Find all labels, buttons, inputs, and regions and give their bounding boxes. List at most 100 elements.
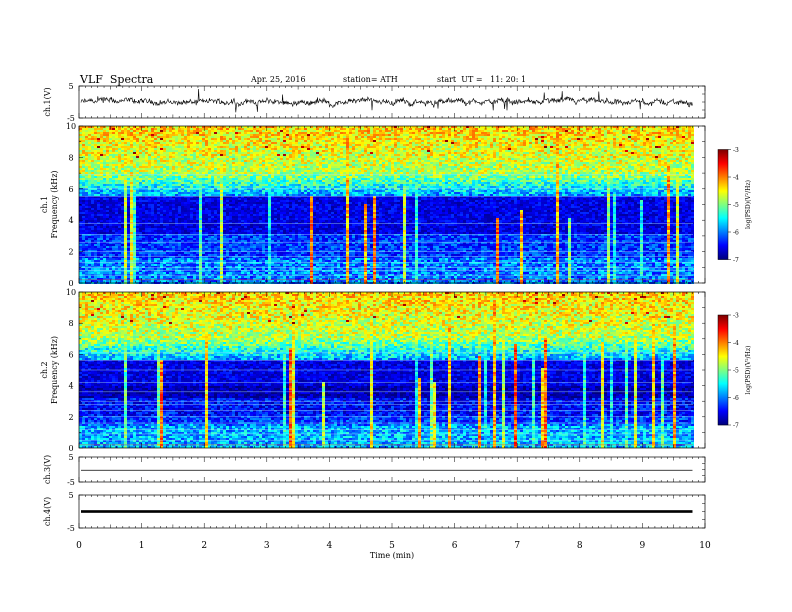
ch1-spectrogram-cell bbox=[244, 240, 247, 242]
ch1-spectrogram-cell bbox=[250, 150, 253, 152]
ch1-spectrogram-cell bbox=[97, 246, 100, 248]
ch1-spectrogram-cell bbox=[91, 248, 94, 250]
ch1-spectrogram-cell bbox=[181, 232, 184, 234]
ch1-spectrogram-cell bbox=[241, 152, 244, 154]
ch1-spectrogram-cell bbox=[253, 152, 256, 154]
ch1-spectrogram-cell bbox=[118, 262, 121, 264]
ch1-spectrogram-cell bbox=[109, 150, 112, 152]
ch1-spectrogram-cell bbox=[130, 166, 133, 168]
ch1-spectrogram-cell bbox=[175, 266, 178, 268]
ch1-spectrogram-cell bbox=[178, 158, 181, 160]
ch1-spectrogram-cell bbox=[124, 142, 127, 144]
ch1-spectrogram-cell bbox=[160, 130, 163, 132]
ch1-spectrogram-cell bbox=[106, 172, 109, 174]
ch1-spectrogram-cell bbox=[85, 200, 88, 202]
ch1-spectrogram-cell bbox=[172, 202, 175, 204]
ch1-spectrogram-cell bbox=[241, 134, 244, 136]
ch1-spectrogram-cell bbox=[253, 178, 256, 180]
ch1-spectrogram-cell bbox=[163, 164, 166, 166]
ch1-spectrogram-cell bbox=[154, 148, 157, 150]
ch1-spectrogram-cell bbox=[211, 252, 214, 254]
ch1-spectrogram-cell bbox=[151, 266, 154, 268]
ch1-spectrogram-cell bbox=[121, 154, 124, 156]
ch1-spectrogram-cell bbox=[106, 146, 109, 148]
ch1-spectrogram-cell bbox=[127, 266, 130, 268]
ch1-spectrogram-cell bbox=[208, 156, 211, 158]
ch1-spectrogram-cell bbox=[160, 244, 163, 246]
ch1-spectrogram-cell bbox=[157, 214, 160, 216]
ch1-spectrogram-cell bbox=[166, 150, 169, 152]
ch1-spectrogram-cell bbox=[175, 180, 178, 182]
ch1-spectrogram-cell bbox=[121, 156, 124, 158]
ch1-spectrogram-cell bbox=[184, 194, 187, 196]
ch1-spectrogram-cell bbox=[232, 248, 235, 250]
ch1-spectrogram-cell bbox=[172, 268, 175, 270]
ch1-spectrogram-cell bbox=[181, 220, 184, 222]
ch1-spectrogram-cell bbox=[214, 260, 217, 262]
ch1-spectrogram-cell bbox=[211, 138, 214, 140]
ch1-spectrogram-cell bbox=[154, 264, 157, 266]
ch1-spectrogram-cell bbox=[88, 174, 91, 176]
ch1-spectrogram-cell bbox=[196, 248, 199, 250]
ch1-spectrogram-cell bbox=[238, 196, 241, 198]
ch1-spectrogram-cell bbox=[211, 260, 214, 262]
ch1-spectrogram-cell bbox=[175, 174, 178, 176]
ch1-spectrogram-cell bbox=[229, 246, 232, 248]
ch1-spectrogram-cell bbox=[229, 210, 232, 212]
ch1-spectrogram-cell bbox=[217, 224, 220, 226]
ch1-spectrogram-cell bbox=[157, 216, 160, 218]
ch1-spectrogram-cell bbox=[187, 204, 190, 206]
ch1-spectrogram-cell bbox=[220, 208, 223, 210]
ch1-spectrogram-cell bbox=[145, 210, 148, 212]
ch1-spectrogram-cell bbox=[133, 152, 136, 154]
ch1-spectrogram-cell bbox=[181, 132, 184, 134]
ch1-spectrogram-cell bbox=[160, 252, 163, 254]
ch1-spectrogram-cell bbox=[166, 162, 169, 164]
ch1-spectrogram-cell bbox=[166, 212, 169, 214]
ch1-spectrogram-cell bbox=[145, 194, 148, 196]
ch1-spectrogram-cell bbox=[82, 214, 85, 216]
ch1-spectrogram-cell bbox=[190, 192, 193, 194]
ch1-spectrogram-cell bbox=[100, 146, 103, 148]
ch1-spectrogram-cell bbox=[118, 160, 121, 162]
ch1-spectrogram-cell bbox=[184, 208, 187, 210]
ch1-spectrogram-cell bbox=[247, 230, 250, 232]
ch1-spectrogram-cell bbox=[178, 164, 181, 166]
ch1-spectrogram-cell bbox=[127, 186, 130, 188]
ch1-spectrogram-cell bbox=[241, 222, 244, 224]
ch1-spectrogram-cell bbox=[199, 170, 202, 172]
ch1-spectrogram-cell bbox=[85, 236, 88, 238]
ch1-spectrogram-cell bbox=[151, 138, 154, 140]
ch1-spectrogram-cell bbox=[226, 236, 229, 238]
ch1-spectrogram-cell bbox=[106, 196, 109, 198]
ch1-spectrogram-cell bbox=[172, 258, 175, 260]
ch1-spectrogram-cell bbox=[88, 144, 91, 146]
ch1-spectrogram-cell bbox=[256, 160, 259, 162]
ch1-spectrogram-cell bbox=[172, 262, 175, 264]
ch1-spectrogram-cell bbox=[118, 210, 121, 212]
ch1-spectrogram-cell bbox=[121, 178, 124, 180]
ch1-spectrogram-cell bbox=[184, 226, 187, 228]
ch1-spectrogram-cell bbox=[136, 240, 139, 242]
ch1-spectrogram-cell bbox=[91, 206, 94, 208]
ch1-spectrogram-cell bbox=[133, 208, 136, 210]
ch1-spectrogram-cell bbox=[106, 184, 109, 186]
ch1-spectrogram-cell bbox=[178, 200, 181, 202]
ch1-spectrogram-cell bbox=[148, 182, 151, 184]
ch1-spectrogram-cell bbox=[133, 244, 136, 246]
ch1-spectrogram-cell bbox=[211, 246, 214, 248]
ch1-spectrogram-cell bbox=[97, 232, 100, 234]
ch1-spectrogram-cell bbox=[145, 204, 148, 206]
ch1-spectrogram-cell bbox=[253, 128, 256, 130]
ch1-spectrogram-cell bbox=[127, 140, 130, 142]
ch1-spectrogram-cell bbox=[259, 142, 262, 144]
ch1-spectrogram-cell bbox=[187, 262, 190, 264]
ch1-spectrogram-cell bbox=[232, 244, 235, 246]
ch1-spectrogram-cell bbox=[244, 150, 247, 152]
ch1-spectrogram-cell bbox=[169, 220, 172, 222]
ch1-spectrogram-cell bbox=[241, 258, 244, 260]
ch1-spectrogram-cell bbox=[118, 280, 121, 282]
ch1-spectrogram-cell bbox=[142, 168, 145, 170]
ch1-spectrogram-cell bbox=[175, 192, 178, 194]
ch1-spectrogram-cell bbox=[250, 236, 253, 238]
